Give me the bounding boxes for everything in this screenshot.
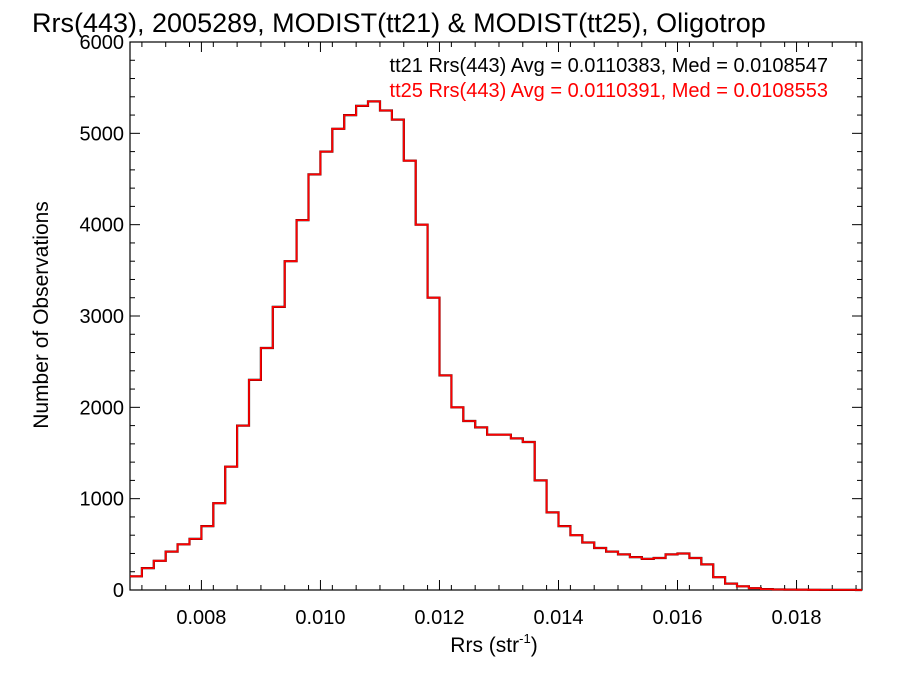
x-tick-label: 0.016 (652, 607, 702, 629)
series-tt21-line (130, 100, 862, 592)
y-axis-title: Number of Observations (30, 201, 53, 429)
plot-frame (129, 41, 863, 591)
plot-frame-rect (129, 41, 863, 591)
y-axis: 0 1000 2000 3000 4000 5000 6000 (80, 32, 862, 602)
chart-title: Rrs(443), 2005289, MODIST(tt21) & MODIST… (32, 8, 766, 38)
x-tick-label: 0.014 (533, 607, 583, 629)
series-layer (130, 100, 862, 592)
y-tick-label: 3000 (80, 306, 125, 328)
x-axis-title-sup: -1 (519, 631, 531, 646)
y-tick-label: 6000 (80, 32, 125, 54)
x-axis: 0.008 0.010 0.012 0.014 0.016 0.018 (141, 42, 857, 629)
x-tick-label: 0.012 (414, 607, 464, 629)
series-tt25-line (130, 100, 862, 591)
y-tick-label: 0 (113, 580, 124, 602)
x-axis-title-text: Rrs (str (450, 634, 519, 657)
x-axis-title: Rrs (str-1) (450, 631, 537, 657)
x-tick-label: 0.010 (295, 607, 345, 629)
legend-entry-tt21: tt21 Rrs(443) Avg = 0.0110383, Med = 0.0… (390, 55, 828, 77)
y-tick-label: 1000 (80, 489, 125, 511)
y-tick-label: 4000 (80, 215, 125, 237)
x-tick-label: 0.018 (772, 607, 822, 629)
legend-entry-tt25: tt25 Rrs(443) Avg = 0.0110391, Med = 0.0… (390, 80, 828, 102)
y-tick-label: 2000 (80, 397, 125, 419)
x-tick-label: 0.008 (176, 607, 226, 629)
y-tick-label: 5000 (80, 123, 125, 145)
x-axis-title-suffix: ) (531, 634, 538, 657)
